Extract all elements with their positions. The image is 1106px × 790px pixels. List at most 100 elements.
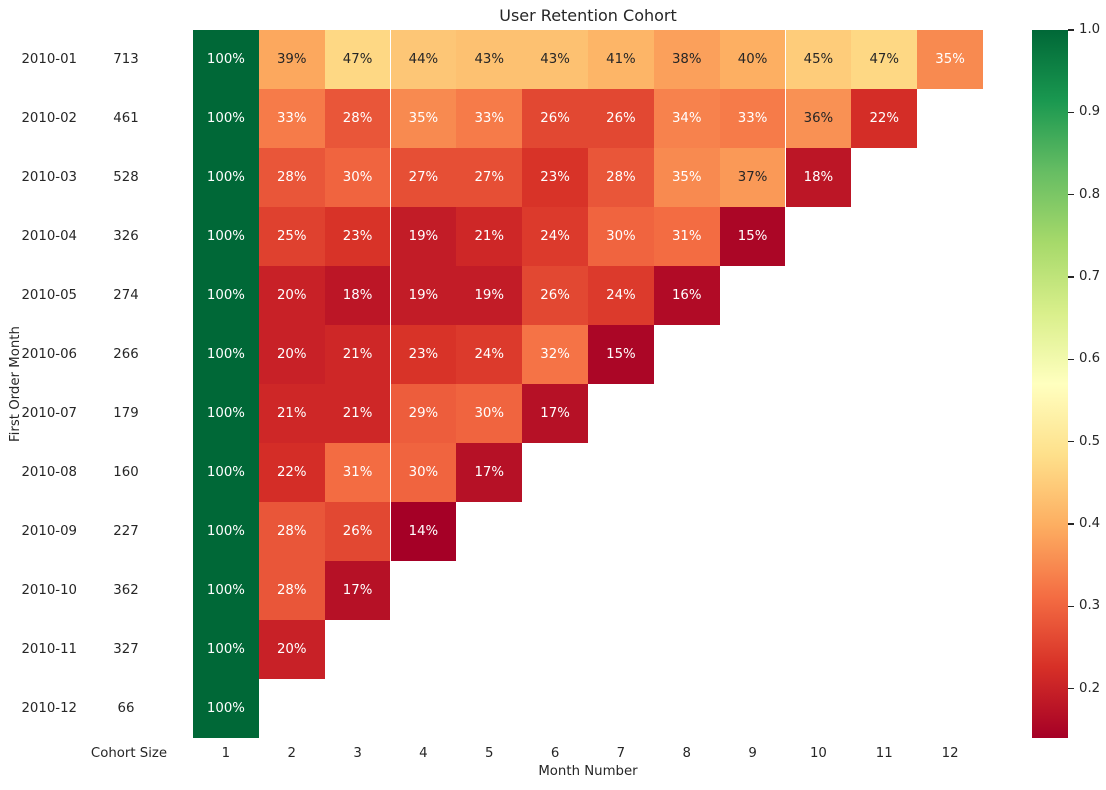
x-axis-label: Month Number — [538, 764, 638, 779]
heatmap-cell: 23% — [324, 207, 391, 266]
heatmap-cell: 29% — [390, 384, 457, 443]
heatmap-cell: 30% — [324, 148, 391, 207]
heatmap-cell: 41% — [588, 30, 654, 89]
x-tick-label: 1 — [221, 746, 231, 761]
heatmap-cell: 28% — [258, 502, 325, 561]
heatmap-cell: 14% — [390, 502, 457, 561]
heatmap-cell: 20% — [258, 620, 325, 679]
colorbar-tick-label: 0.9 — [1079, 104, 1101, 120]
heatmap-cell: 21% — [324, 325, 391, 384]
heatmap-cell: 22% — [851, 89, 918, 148]
row-label-cohort-size: 528 — [113, 169, 139, 185]
heatmap-cell: 28% — [258, 561, 325, 620]
x-tick-label: 6 — [550, 746, 560, 761]
row-label-month: 2010-07 — [21, 405, 77, 421]
colorbar-tick-label: 0.5 — [1079, 433, 1101, 449]
heatmap-cell: 26% — [324, 502, 391, 561]
heatmap-cell: 16% — [653, 266, 720, 325]
heatmap-cell: 100% — [193, 561, 259, 620]
heatmap-cell: 21% — [324, 384, 391, 443]
row-label-cohort-size: 274 — [113, 287, 139, 303]
heatmap-cell: 20% — [258, 266, 325, 325]
heatmap-cell: 21% — [258, 384, 325, 443]
heatmap-cell: 100% — [193, 679, 259, 738]
row-label-month: 2010-06 — [21, 346, 77, 362]
row-label-cohort-size: 461 — [113, 110, 139, 126]
row-label-cohort-size: 713 — [113, 51, 139, 67]
heatmap-cell: 18% — [785, 148, 852, 207]
colorbar-tick-mark — [1068, 605, 1074, 607]
heatmap-cell: 44% — [390, 30, 457, 89]
colorbar-tick-label: 0.3 — [1079, 598, 1101, 614]
heatmap-cell: 27% — [456, 148, 523, 207]
heatmap-cell: 28% — [258, 148, 325, 207]
row-label-month: 2010-05 — [21, 287, 77, 303]
heatmap-cell: 37% — [719, 148, 786, 207]
heatmap-cell: 28% — [588, 148, 654, 207]
heatmap-cell: 33% — [258, 89, 325, 148]
x-tick-label: 2 — [287, 746, 296, 761]
heatmap-cell: 28% — [324, 89, 391, 148]
heatmap-cell: 15% — [719, 207, 786, 266]
row-label-cohort-size: 266 — [113, 346, 139, 362]
heatmap-cell: 24% — [456, 325, 523, 384]
row-label-cohort-size: 66 — [117, 700, 135, 716]
colorbar-tick-label: 0.7 — [1079, 268, 1101, 284]
row-label-month: 2010-10 — [21, 582, 77, 598]
colorbar-tick-mark — [1068, 358, 1074, 360]
heatmap-cell: 100% — [193, 30, 259, 89]
heatmap-cell: 35% — [917, 30, 983, 89]
heatmap-cell: 40% — [719, 30, 786, 89]
colorbar-tick-label: 0.6 — [1079, 351, 1101, 367]
heatmap-cell: 100% — [193, 266, 259, 325]
x-tick-label: 10 — [809, 746, 827, 761]
heatmap-cell: 100% — [193, 620, 259, 679]
heatmap-cell: 19% — [390, 266, 457, 325]
heatmap-cell: 26% — [522, 89, 588, 148]
heatmap-cell: 17% — [324, 561, 391, 620]
heatmap-cell: 20% — [258, 325, 325, 384]
cohort-size-header: Cohort Size — [90, 746, 168, 761]
heatmap-cell: 47% — [324, 30, 391, 89]
row-label-cohort-size: 362 — [113, 582, 139, 598]
x-tick-label: 12 — [941, 746, 959, 761]
x-tick-label: 5 — [485, 746, 494, 761]
heatmap-cell: 18% — [324, 266, 391, 325]
row-label-cohort-size: 227 — [113, 523, 139, 539]
heatmap-cell: 23% — [390, 325, 457, 384]
row-label-month: 2010-09 — [21, 523, 77, 539]
row-label-month: 2010-04 — [21, 228, 77, 244]
heatmap-cell: 30% — [456, 384, 523, 443]
row-label-cohort-size: 327 — [113, 641, 139, 657]
heatmap-cell: 43% — [456, 30, 523, 89]
row-label-month: 2010-03 — [21, 169, 77, 185]
colorbar-tick-mark — [1068, 523, 1074, 525]
colorbar-tick-mark — [1068, 29, 1074, 31]
x-tick-label: 8 — [682, 746, 691, 761]
heatmap-cell: 24% — [588, 266, 654, 325]
colorbar-tick-mark — [1068, 276, 1074, 278]
heatmap-cell: 36% — [785, 89, 852, 148]
row-label-month: 2010-02 — [21, 110, 77, 126]
x-tick-label: 11 — [875, 746, 893, 761]
chart-title: User Retention Cohort — [499, 6, 677, 25]
heatmap-cell: 38% — [653, 30, 720, 89]
colorbar — [1032, 30, 1068, 738]
heatmap-cell: 100% — [193, 325, 259, 384]
heatmap-cell: 100% — [193, 443, 259, 502]
heatmap-cell: 31% — [324, 443, 391, 502]
heatmap-cell: 17% — [456, 443, 523, 502]
colorbar-tick-label: 0.8 — [1079, 186, 1101, 202]
x-tick-label: 9 — [748, 746, 757, 761]
heatmap-cell: 23% — [522, 148, 588, 207]
heatmap-cell: 17% — [522, 384, 588, 443]
row-label-cohort-size: 326 — [113, 228, 139, 244]
heatmap-cell: 39% — [258, 30, 325, 89]
heatmap-cell: 30% — [588, 207, 654, 266]
heatmap-cell: 32% — [522, 325, 588, 384]
heatmap-cell: 43% — [522, 30, 588, 89]
heatmap-cell: 34% — [653, 89, 720, 148]
x-tick-label: 7 — [616, 746, 626, 761]
heatmap-cell: 22% — [258, 443, 325, 502]
